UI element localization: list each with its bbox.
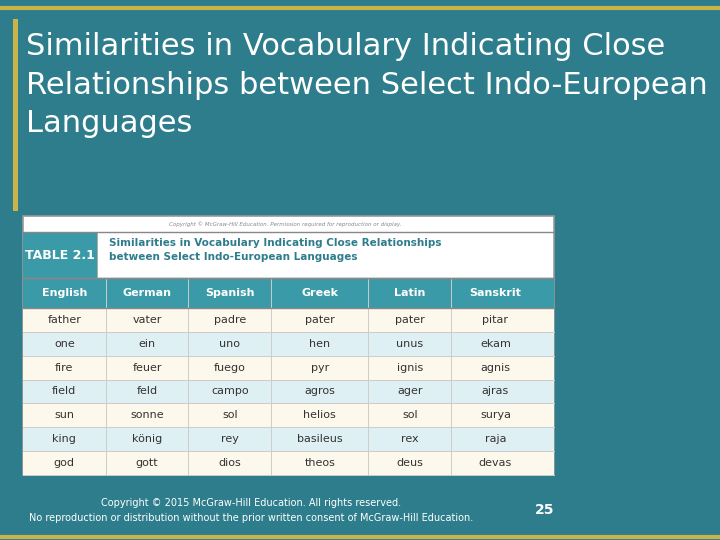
Text: sun: sun (54, 410, 74, 421)
Text: ignis: ignis (397, 362, 423, 373)
Text: Similarities in Vocabulary Indicating Close
Relationships between Select Indo-Eu: Similarities in Vocabulary Indicating Cl… (26, 32, 708, 138)
Text: Similarities in Vocabulary Indicating Close Relationships
between Select Indo-Eu: Similarities in Vocabulary Indicating Cl… (109, 238, 441, 262)
Text: Greek: Greek (302, 288, 338, 298)
Text: Copyright © McGraw-Hill Education. Permission required for reproduction or displ: Copyright © McGraw-Hill Education. Permi… (169, 221, 402, 227)
Text: pyr: pyr (311, 362, 329, 373)
Text: fire: fire (55, 362, 73, 373)
FancyBboxPatch shape (23, 278, 554, 308)
Text: uno: uno (220, 339, 240, 349)
Text: ekam: ekam (480, 339, 511, 349)
Text: könig: könig (132, 434, 162, 444)
FancyBboxPatch shape (23, 356, 554, 380)
FancyBboxPatch shape (23, 403, 554, 427)
Text: English: English (42, 288, 87, 298)
Text: TABLE 2.1: TABLE 2.1 (25, 248, 95, 262)
Text: ein: ein (138, 339, 156, 349)
FancyBboxPatch shape (23, 427, 554, 451)
Text: pitar: pitar (482, 315, 508, 325)
FancyBboxPatch shape (23, 332, 554, 356)
Text: Spanish: Spanish (205, 288, 255, 298)
Text: ajras: ajras (482, 387, 509, 396)
Text: king: king (53, 434, 76, 444)
Text: hen: hen (310, 339, 330, 349)
Text: Copyright © 2015 McGraw-Hill Education. All rights reserved.
No reproduction or : Copyright © 2015 McGraw-Hill Education. … (30, 498, 474, 523)
Text: Sanskrit: Sanskrit (469, 288, 521, 298)
Text: 25: 25 (534, 503, 554, 517)
Text: father: father (48, 315, 81, 325)
Text: ager: ager (397, 387, 423, 396)
FancyBboxPatch shape (23, 216, 554, 475)
Text: devas: devas (479, 458, 512, 468)
Text: German: German (122, 288, 171, 298)
Text: sonne: sonne (130, 410, 164, 421)
FancyBboxPatch shape (23, 451, 554, 475)
Text: field: field (52, 387, 76, 396)
Text: surya: surya (480, 410, 511, 421)
Text: agros: agros (305, 387, 336, 396)
Text: god: god (54, 458, 75, 468)
Text: rex: rex (401, 434, 418, 444)
Text: feld: feld (137, 387, 158, 396)
Text: rey: rey (221, 434, 239, 444)
Text: helios: helios (303, 410, 336, 421)
FancyBboxPatch shape (23, 308, 554, 332)
Text: one: one (54, 339, 75, 349)
Text: vater: vater (132, 315, 162, 325)
Text: deus: deus (396, 458, 423, 468)
Text: sol: sol (222, 410, 238, 421)
Text: theos: theos (305, 458, 336, 468)
Text: unus: unus (396, 339, 423, 349)
Text: padre: padre (214, 315, 246, 325)
Text: sol: sol (402, 410, 418, 421)
Text: fuego: fuego (214, 362, 246, 373)
Text: raja: raja (485, 434, 506, 444)
Text: basileus: basileus (297, 434, 343, 444)
Text: pater: pater (305, 315, 335, 325)
Text: feuer: feuer (132, 362, 162, 373)
Text: agnis: agnis (480, 362, 510, 373)
Text: dios: dios (218, 458, 241, 468)
Text: campo: campo (211, 387, 248, 396)
Text: Latin: Latin (394, 288, 426, 298)
Text: pater: pater (395, 315, 425, 325)
Text: gott: gott (136, 458, 158, 468)
FancyBboxPatch shape (23, 380, 554, 403)
FancyBboxPatch shape (23, 232, 97, 278)
